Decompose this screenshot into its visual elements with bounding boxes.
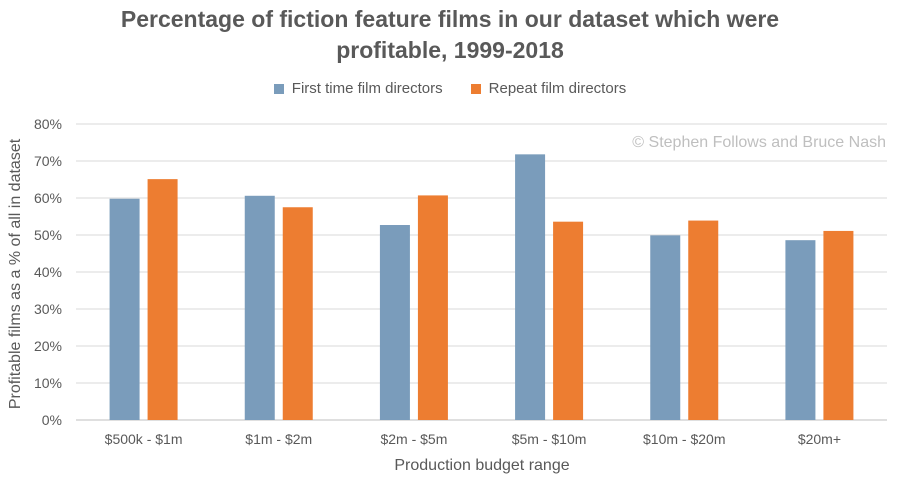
- x-tick-label: $5m - $10m: [512, 431, 587, 447]
- bar: [650, 235, 681, 420]
- y-tick-label: 80%: [34, 116, 62, 132]
- legend-swatch-first-time: [273, 83, 284, 94]
- legend-swatch-repeat: [470, 83, 481, 94]
- chart-title: Percentage of fiction feature films in o…: [0, 4, 900, 66]
- bar: [379, 225, 410, 420]
- bar: [515, 154, 546, 420]
- bar: [244, 195, 275, 420]
- bar: [417, 195, 448, 420]
- x-tick-label: $10m - $20m: [643, 431, 725, 447]
- x-tick-label: $1m - $2m: [245, 431, 312, 447]
- bar: [823, 230, 854, 420]
- bar: [282, 207, 313, 420]
- bar: [147, 179, 178, 420]
- bar: [785, 240, 816, 420]
- y-tick-label: 70%: [34, 153, 62, 169]
- bar: [688, 220, 719, 420]
- y-axis-label: Profitable films as a % of all in datase…: [7, 138, 24, 410]
- copyright-watermark: © Stephen Follows and Bruce Nash: [632, 134, 886, 151]
- x-tick-label: $20m+: [798, 431, 841, 447]
- y-tick-label: 0%: [42, 412, 62, 428]
- bar: [109, 198, 140, 420]
- chart-title-line-1: Percentage of fiction feature films in o…: [120, 6, 780, 32]
- legend-label-first-time: First time film directors: [291, 80, 443, 97]
- y-tick-label: 30%: [34, 301, 62, 317]
- chart-title-line-2: profitable, 1999-2018: [336, 37, 564, 63]
- legend-item-repeat: Repeat film directors: [470, 80, 627, 97]
- x-tick-label: $500k - $1m: [105, 431, 183, 447]
- chart-legend: First time film directors Repeat film di…: [0, 80, 900, 97]
- y-tick-label: 10%: [34, 375, 62, 391]
- y-tick-label: 20%: [34, 338, 62, 354]
- y-tick-label: 50%: [34, 227, 62, 243]
- legend-item-first-time: First time film directors: [273, 80, 443, 97]
- y-tick-label: 60%: [34, 190, 62, 206]
- bar: [553, 221, 584, 420]
- legend-label-repeat: Repeat film directors: [488, 80, 627, 97]
- x-tick-label: $2m - $5m: [380, 431, 447, 447]
- x-axis-label: Production budget range: [394, 457, 570, 474]
- y-tick-label: 40%: [34, 264, 62, 280]
